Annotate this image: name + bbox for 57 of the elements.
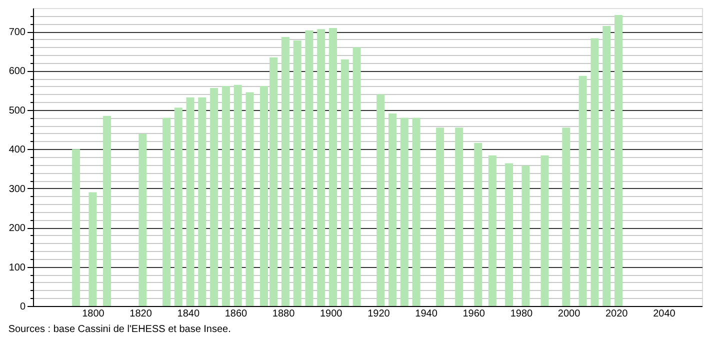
bar	[455, 128, 464, 306]
bar	[246, 92, 254, 306]
bar	[222, 86, 230, 306]
bar	[88, 192, 97, 306]
x-tick-label: 1900	[320, 308, 343, 320]
x-tick-label: 2040	[653, 308, 676, 320]
y-tick-label: 100	[8, 262, 26, 274]
bar	[412, 118, 420, 306]
bar	[562, 128, 570, 306]
x-tick-label: 1880	[272, 308, 296, 320]
bar	[488, 155, 496, 306]
y-tick-label: 200	[8, 223, 26, 234]
bar	[602, 26, 611, 306]
source-note: Sources : base Cassini de l'EHESS et base Insee.	[8, 324, 231, 335]
bar	[540, 155, 549, 306]
bar	[578, 76, 587, 306]
bar	[293, 40, 302, 306]
bar	[505, 163, 514, 306]
y-tick-label: 500	[8, 105, 26, 116]
x-tick-label: 1940	[415, 308, 438, 320]
x-tick-label: 2000	[558, 308, 581, 320]
bar	[474, 142, 482, 306]
bar	[352, 47, 361, 306]
bar	[281, 37, 290, 306]
y-tick-label: 700	[8, 27, 26, 38]
bar	[102, 116, 111, 306]
bar	[329, 28, 338, 306]
bar	[234, 84, 242, 306]
bar	[400, 118, 408, 306]
x-tick-label: 1800	[82, 308, 105, 320]
bar	[614, 15, 622, 306]
x-tick-label: 1840	[177, 308, 200, 320]
y-tick-label: 0	[20, 302, 26, 312]
y-tick-label: 600	[8, 66, 26, 78]
x-tick-label: 2020	[605, 308, 628, 320]
bar	[340, 59, 349, 306]
x-tick-label: 1820	[130, 308, 152, 320]
bar	[376, 94, 385, 306]
bar	[388, 113, 396, 306]
bar	[317, 29, 326, 306]
bar	[138, 134, 147, 306]
bar	[590, 38, 599, 306]
bar	[162, 118, 170, 306]
x-tick-label: 1920	[368, 308, 390, 320]
x-tick-label: 1860	[224, 308, 248, 320]
bar	[522, 166, 530, 306]
bar	[198, 97, 206, 306]
y-tick-label: 400	[8, 144, 26, 156]
x-tick-label: 1980	[510, 308, 534, 320]
bar	[210, 88, 218, 306]
bar	[305, 30, 314, 306]
x-tick-label: 1960	[462, 308, 486, 320]
bar	[436, 128, 444, 306]
bar	[186, 97, 194, 306]
bar	[174, 108, 182, 306]
y-tick-label: 300	[8, 184, 26, 195]
bar	[72, 149, 80, 306]
